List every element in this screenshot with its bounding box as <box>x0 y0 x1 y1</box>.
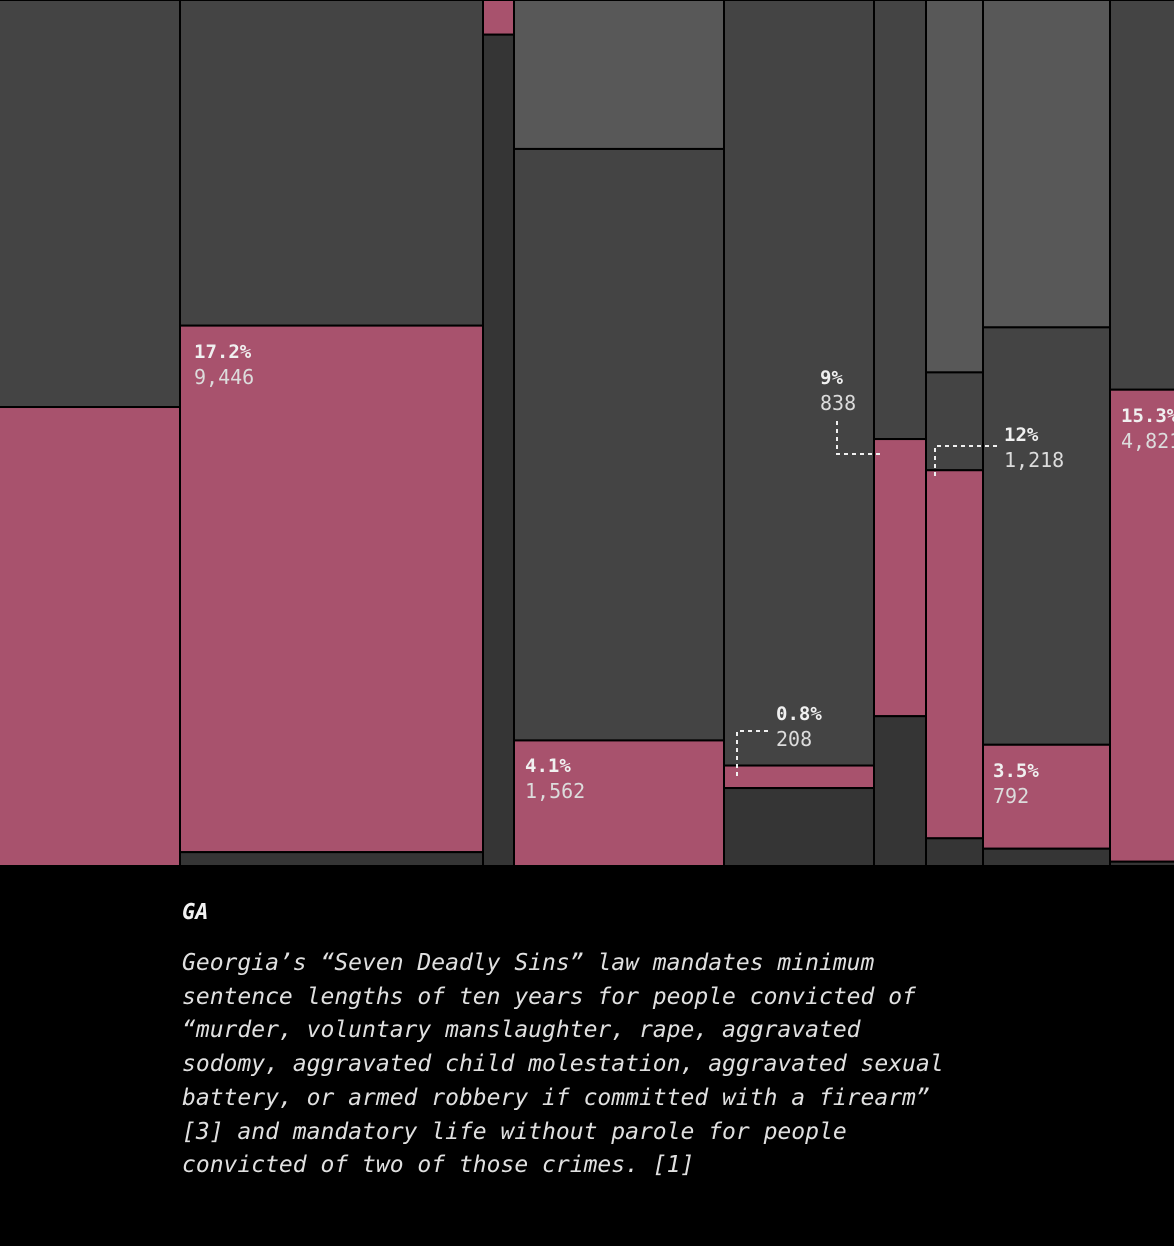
mosaic-cell-c2-s1 <box>179 0 484 327</box>
mosaic-cell-c9-s2-highlight <box>1109 388 1174 863</box>
mosaic-cell-c3-s1-highlight <box>482 0 515 36</box>
data-label-percent: 15.3% <box>1121 405 1174 427</box>
mosaic-cell-c5-s2-highlight <box>723 764 875 790</box>
mosaic-cell-c4-s3-highlight <box>513 739 725 867</box>
data-label-count: 838 <box>820 391 856 415</box>
label-leader-line <box>836 421 884 455</box>
data-label-percent: 4.1% <box>525 755 571 777</box>
mosaic-cell-c7-s3-highlight <box>925 469 984 840</box>
mosaic-cell-c9-s1 <box>1109 0 1174 391</box>
mosaic-cell-c4-s1 <box>513 0 725 150</box>
mosaic-cell-c5-s1 <box>723 0 875 767</box>
mosaic-cell-c7-s2 <box>925 371 984 472</box>
mosaic-cell-c4-s2 <box>513 147 725 742</box>
data-label-count: 9,446 <box>194 365 254 389</box>
mosaic-cell-c6-s1 <box>873 0 927 441</box>
mosaic-cell-c7-s4 <box>925 837 984 868</box>
data-label-percent: 3.5% <box>993 760 1039 782</box>
mosaic-cell-c1-s2-highlight <box>0 406 181 867</box>
mosaic-cell-c8-s1 <box>982 0 1111 329</box>
data-label-count: 4,821 <box>1121 429 1174 453</box>
mosaic-cell-c9-s3 <box>1109 860 1174 867</box>
data-label-count: 1,562 <box>525 779 585 803</box>
mosaic-cell-c6-s3 <box>873 715 927 867</box>
data-label-count: 792 <box>993 784 1029 808</box>
data-label-count: 208 <box>776 727 812 751</box>
mosaic-cell-c8-s4 <box>982 847 1111 867</box>
data-label-percent: 9% <box>820 367 843 389</box>
mosaic-chart-svg: 17.2%9,446 4.1%1,562 0.8%208 9%838 12%1,218 3… <box>0 0 1174 868</box>
chart-labels: 17.2%9,446 4.1%1,562 0.8%208 9%838 12%1,218 3… <box>194 341 1174 808</box>
data-label-percent: 12% <box>1004 424 1039 446</box>
chart-cells <box>0 0 1174 868</box>
label-leader-line <box>934 445 1000 476</box>
data-label-percent: 17.2% <box>194 341 252 363</box>
label-leader-lines <box>736 421 1000 776</box>
mosaic-cell-c1-s1 <box>0 0 181 409</box>
caption-text: Georgia’s “Seven Deadly Sins” law mandat… <box>182 950 944 1179</box>
mosaic-cell-c3-s2 <box>482 33 515 867</box>
data-label-count: 1,218 <box>1004 448 1064 472</box>
state-caption: GA Georgia’s “Seven Deadly Sins” law man… <box>182 900 1082 1183</box>
mosaic-cell-c2-s3 <box>179 851 484 867</box>
mosaic-cell-c7-s1 <box>925 0 984 374</box>
data-label-percent: 0.8% <box>776 703 822 725</box>
mosaic-chart: 17.2% 9,446 4.1% 1,562 0.8% 208 9% 838 12% 1,218 3… <box>0 0 1174 868</box>
mosaic-cell-c8-s2 <box>982 326 1111 746</box>
caption-title: GA <box>182 900 209 925</box>
mosaic-cell-c5-s3 <box>723 787 875 867</box>
mosaic-cell-c6-s2-highlight <box>873 438 927 718</box>
mosaic-cell-c8-s3-highlight <box>982 743 1111 850</box>
mosaic-cell-c2-s2-highlight <box>179 324 484 854</box>
